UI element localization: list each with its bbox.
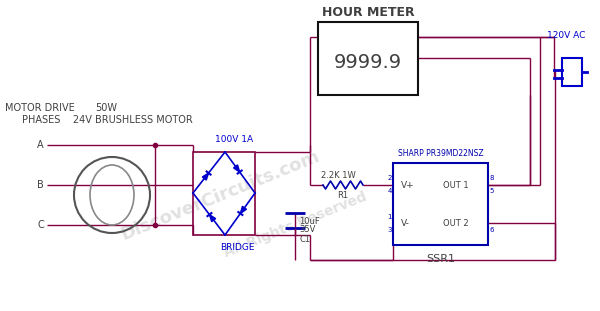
Text: MOTOR DRIVE: MOTOR DRIVE (5, 103, 75, 113)
Polygon shape (202, 173, 209, 180)
Text: BRIDGE: BRIDGE (220, 243, 254, 252)
Text: 1: 1 (388, 214, 392, 220)
Text: 3: 3 (388, 227, 392, 233)
Text: B: B (37, 180, 44, 190)
Text: V+: V+ (401, 180, 415, 189)
Text: 9999.9: 9999.9 (334, 53, 402, 72)
Text: 120V AC: 120V AC (547, 31, 586, 40)
Bar (318, 22, 418, 95)
Text: 50W: 50W (95, 103, 117, 113)
Text: OUT 2: OUT 2 (443, 219, 469, 228)
Text: A: A (37, 140, 44, 150)
Text: HOUR METER: HOUR METER (322, 7, 415, 20)
Bar (393, 163, 488, 245)
Text: All Rights Reserved: All Rights Reserved (221, 190, 368, 260)
Polygon shape (241, 206, 247, 213)
Polygon shape (209, 215, 215, 222)
Text: 100V 1A: 100V 1A (215, 136, 253, 145)
Text: DiscoverCircuits.com: DiscoverCircuits.com (118, 147, 322, 243)
Text: V-: V- (401, 219, 410, 228)
Text: PHASES    24V BRUSHLESS MOTOR: PHASES 24V BRUSHLESS MOTOR (22, 115, 193, 125)
Text: C1: C1 (299, 234, 310, 244)
Text: 2.2K 1W: 2.2K 1W (321, 170, 356, 179)
Text: SHARP PR39MD22NSZ: SHARP PR39MD22NSZ (398, 148, 484, 157)
Text: 8: 8 (489, 175, 493, 181)
Text: 2: 2 (388, 175, 392, 181)
Text: 35V: 35V (299, 225, 316, 234)
Text: C: C (37, 220, 44, 230)
Bar (562, 58, 582, 86)
Text: 10uF: 10uF (299, 216, 320, 225)
Text: SSR1: SSR1 (426, 254, 455, 264)
Text: 5: 5 (489, 188, 493, 194)
Text: 6: 6 (489, 227, 493, 233)
Bar (193, 152, 255, 235)
Polygon shape (233, 165, 239, 172)
Text: 4: 4 (388, 188, 392, 194)
Text: R1: R1 (337, 191, 348, 199)
Text: OUT 1: OUT 1 (443, 180, 469, 189)
